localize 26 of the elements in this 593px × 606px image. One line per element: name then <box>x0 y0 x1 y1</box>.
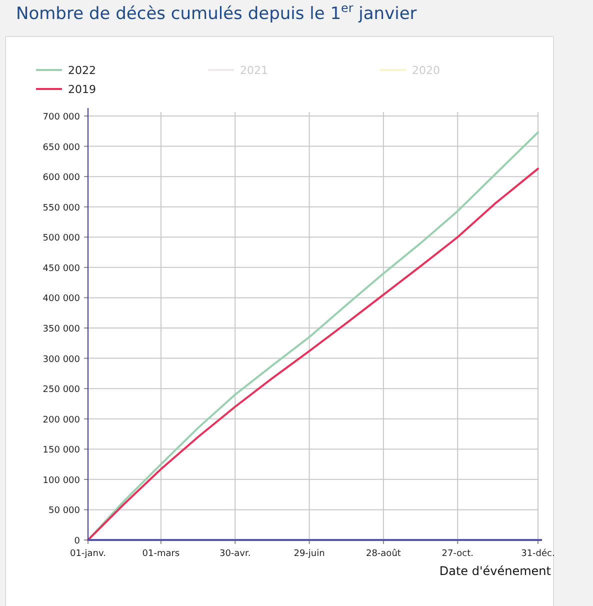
y-tick-label: 500 000 <box>42 234 80 244</box>
x-tick-label: 29-juin <box>294 549 325 559</box>
chart-title: Nombre de décès cumulés depuis le 1$^{er}$ janvier <box>16 1 417 24</box>
y-tick-label: 100 000 <box>42 476 80 486</box>
y-tick-label: 200 000 <box>42 415 80 426</box>
y-tick-label: 150 000 <box>42 446 80 456</box>
x-tick-label: 01-mars <box>142 549 180 559</box>
x-tick-label: 28-août <box>366 548 402 559</box>
y-tick-label: 550 000 <box>42 203 80 214</box>
y-tick-label: 650 000 <box>42 142 80 153</box>
x-tick-label: 27-oct. <box>442 549 474 559</box>
y-tick-label: 700 000 <box>42 112 80 122</box>
x-axis-title: Date d'événement <box>439 564 552 578</box>
y-tick-label: 50 000 <box>48 506 80 516</box>
legend-label: 2022 <box>68 64 96 77</box>
x-tick-label: 31-déc. <box>521 548 555 559</box>
legend-label: 2019 <box>68 83 96 96</box>
y-tick-label: 300 000 <box>42 354 80 365</box>
y-tick-label: 350 000 <box>42 324 80 334</box>
y-tick-label: 600 000 <box>42 173 80 184</box>
y-tick-label: 0 <box>74 536 80 546</box>
y-tick-label: 400 000 <box>42 294 80 304</box>
y-tick-label: 450 000 <box>42 264 80 274</box>
x-tick-label: 01-janv. <box>70 549 106 559</box>
y-tick-label: 250 000 <box>42 385 80 396</box>
x-tick-label: 30-avr. <box>219 549 251 559</box>
